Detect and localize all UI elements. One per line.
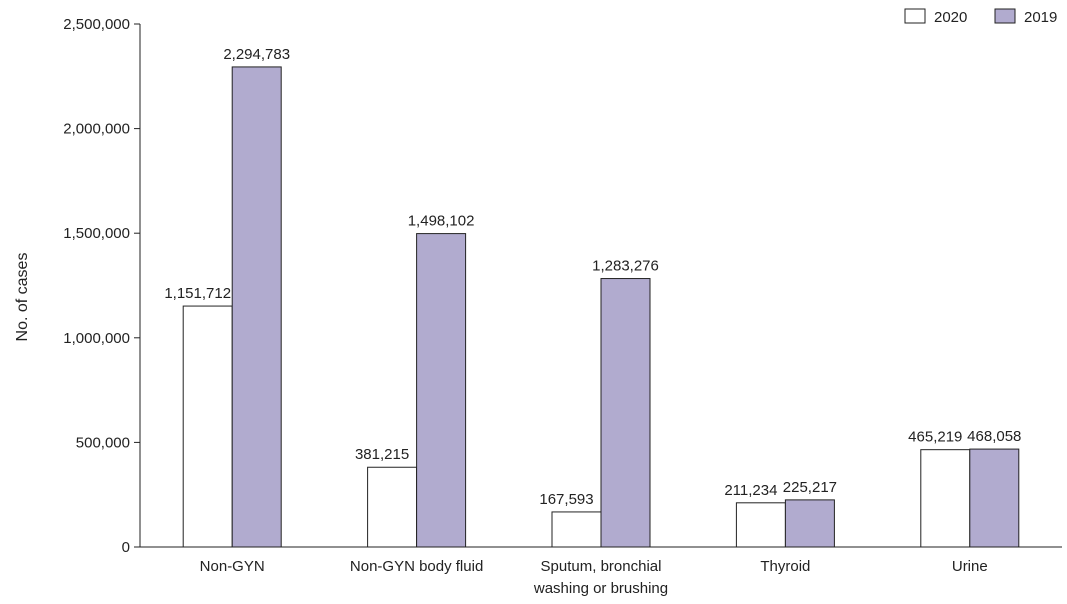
y-tick-label: 2,000,000 <box>63 121 130 138</box>
data-label-2020: 211,234 <box>724 482 777 499</box>
y-tick-label: 1,500,000 <box>63 225 130 242</box>
legend-label-2019: 2019 <box>1024 9 1057 26</box>
legend-label-2020: 2020 <box>934 9 967 26</box>
x-category-label: Non-GYN <box>200 558 265 575</box>
data-label-2020: 381,215 <box>355 446 409 463</box>
data-label-2019: 2,294,783 <box>223 46 290 63</box>
y-tick-label: 500,000 <box>76 434 130 451</box>
data-label-2020: 167,593 <box>539 491 593 508</box>
y-tick-label: 1,000,000 <box>63 330 130 347</box>
legend-swatch-2020 <box>904 8 926 24</box>
x-axis: Non-GYN Non-GYN body fluid Sputum, bronchi… <box>140 546 1062 597</box>
x-category-label: Urine <box>952 558 988 575</box>
data-label-2019: 1,498,102 <box>408 213 475 230</box>
bar-2019 <box>416 233 467 548</box>
legend: 2020 2019 <box>904 8 1057 26</box>
y-tick-label: 0 <box>122 539 130 556</box>
y-tick-label: 2,500,000 <box>63 16 130 33</box>
bar-2020 <box>367 466 418 548</box>
data-labels: 1,151,712 2,294,783 381,215 1,498,102 167,59… <box>164 46 1021 508</box>
x-category-label: Sputum, bronchial washing or brushing <box>533 558 668 597</box>
data-label-2019: 225,217 <box>783 479 837 496</box>
bar-2019 <box>969 448 1020 548</box>
bars <box>182 66 1020 548</box>
bar-2019 <box>600 278 651 548</box>
data-label-2020: 1,151,712 <box>164 285 231 302</box>
bar-2019 <box>784 499 835 548</box>
data-label-2020: 465,219 <box>908 429 962 446</box>
x-category-label: Non-GYN body fluid <box>350 558 483 575</box>
bar-2019 <box>231 66 282 548</box>
bar-2020 <box>735 502 786 548</box>
legend-swatch-2019 <box>994 8 1016 24</box>
y-axis-title: No. of cases <box>14 253 31 342</box>
bar-2020 <box>182 305 233 548</box>
y-axis: 0 500,000 1,000,000 1,500,000 2,000,000 2,500… <box>63 16 141 556</box>
bar-2020 <box>920 449 971 548</box>
data-label-2019: 468,058 <box>967 428 1021 445</box>
data-label-2019: 1,283,276 <box>592 258 659 275</box>
x-category-label: Thyroid <box>760 558 810 575</box>
bar-2020 <box>551 511 602 548</box>
